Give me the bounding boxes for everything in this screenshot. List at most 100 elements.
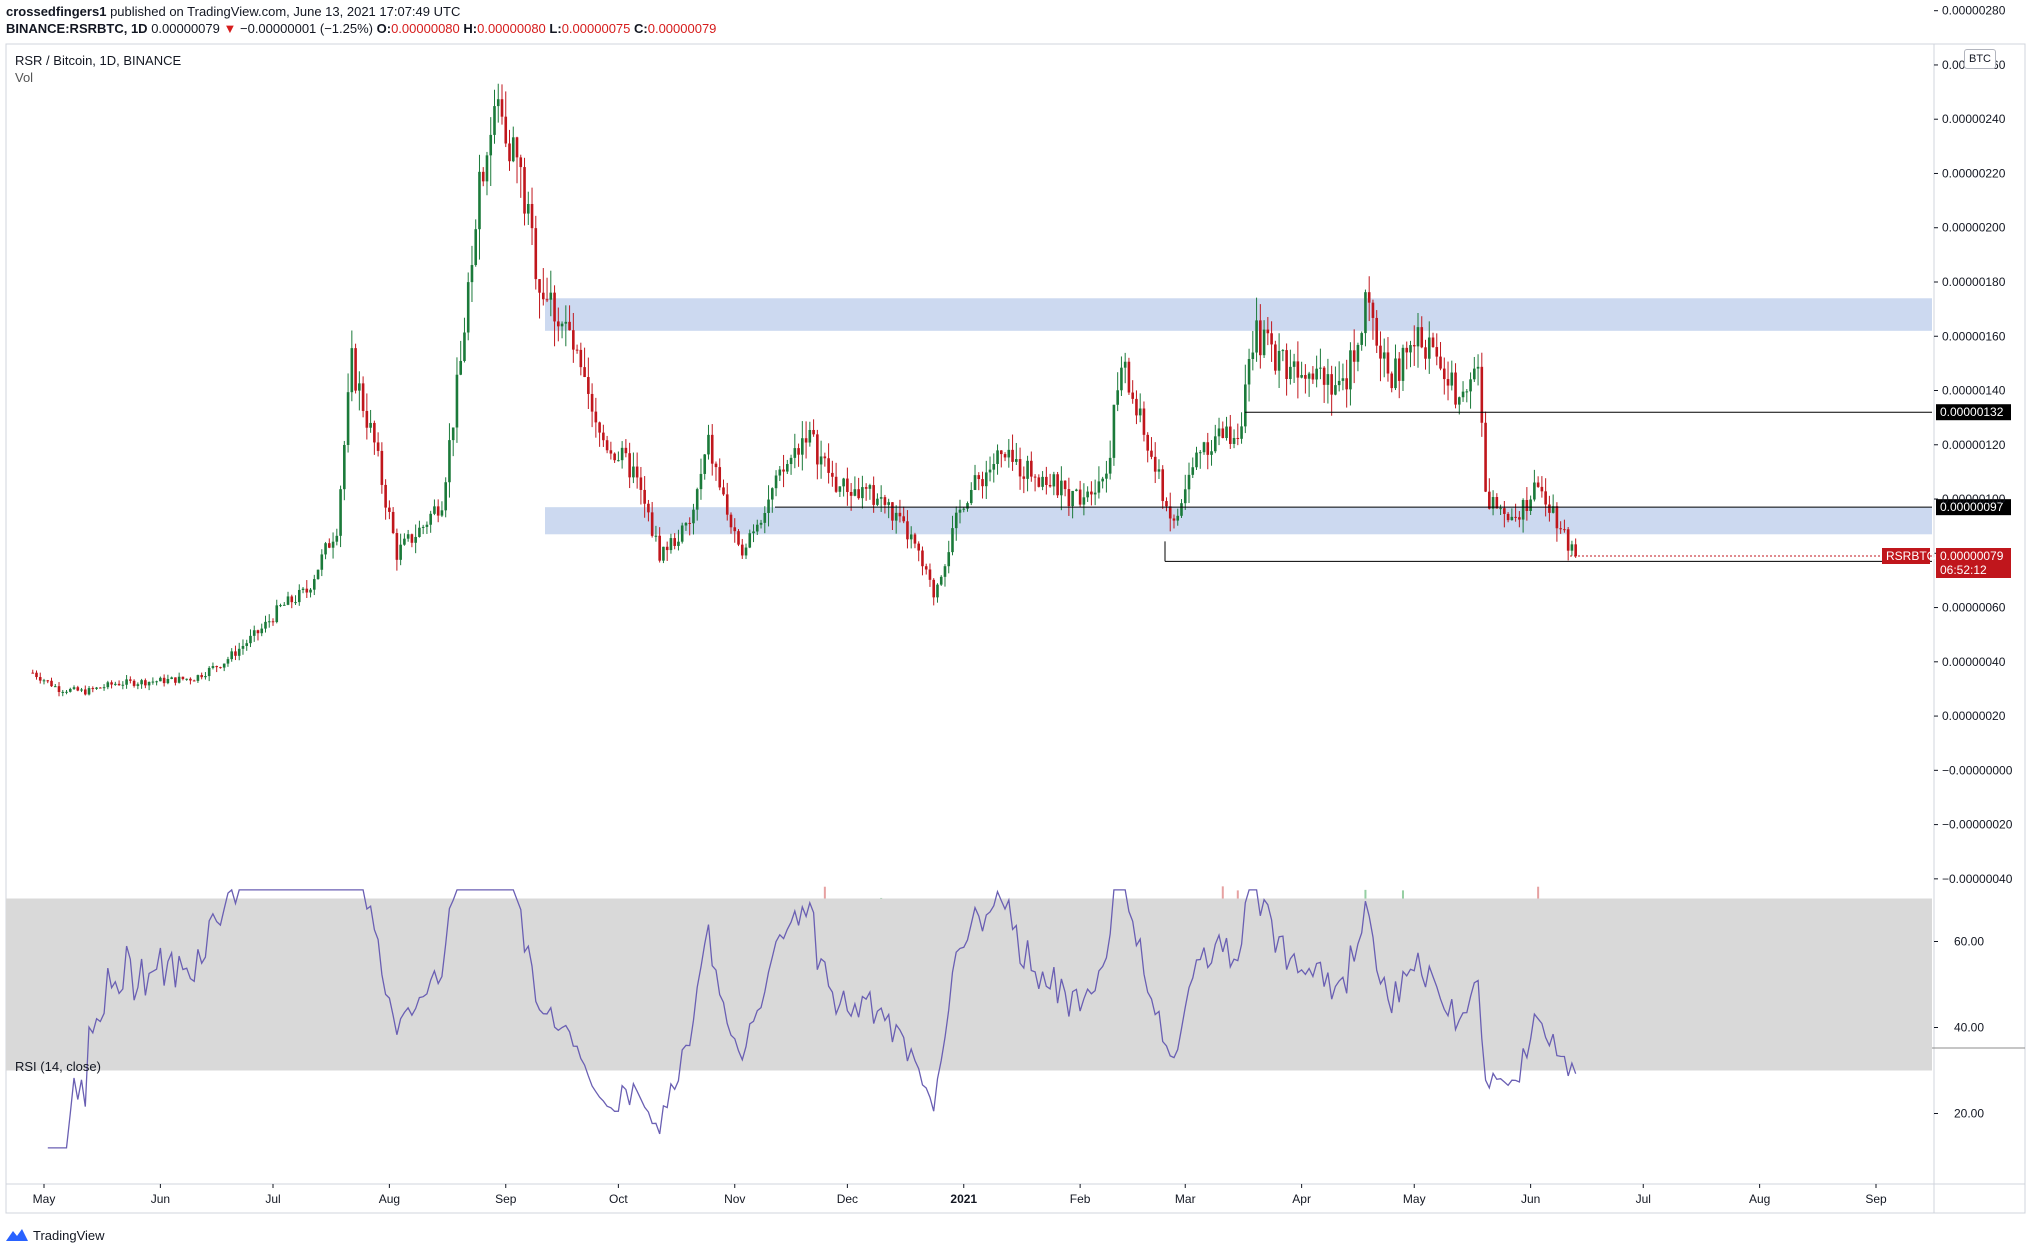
candle-body — [136, 684, 140, 686]
candle-body — [301, 588, 305, 590]
candle-body — [132, 680, 136, 686]
candle-body — [1120, 367, 1123, 391]
candle-body — [602, 432, 605, 441]
candle-body — [1176, 515, 1180, 521]
candle-body — [421, 526, 425, 528]
x-tick-label: Dec — [837, 1192, 858, 1206]
candle-body — [887, 502, 890, 505]
candle-body — [1116, 390, 1119, 405]
x-tick-label: Aug — [1749, 1192, 1770, 1206]
candle-body — [1195, 452, 1198, 468]
candle-body — [838, 486, 842, 492]
candle-body — [1427, 337, 1431, 359]
candle-body — [662, 546, 665, 561]
candle-body — [954, 512, 958, 529]
candle-body — [418, 527, 421, 537]
candle-body — [759, 522, 763, 525]
candle-body — [801, 438, 804, 455]
candle-body — [65, 691, 68, 693]
candle-body — [594, 411, 598, 423]
candle-body — [1213, 436, 1217, 452]
candle-body — [1244, 384, 1247, 427]
candle-body — [729, 514, 733, 528]
candle-body — [917, 543, 921, 551]
candle-body — [872, 485, 875, 505]
candle-body — [451, 427, 455, 441]
candle-body — [1551, 506, 1555, 513]
candle-body — [1304, 375, 1307, 379]
candle-body — [534, 228, 538, 280]
candle-body — [1202, 442, 1206, 453]
candle-body — [1439, 356, 1442, 369]
candle-body — [46, 680, 50, 682]
candle-body — [354, 348, 357, 391]
x-tick-label: Aug — [379, 1192, 400, 1206]
candle-body — [605, 440, 609, 451]
candle-body — [403, 538, 406, 545]
candle-body — [1491, 497, 1495, 509]
candle-body — [827, 458, 830, 473]
candle-body — [170, 677, 173, 679]
candle-body — [883, 497, 887, 505]
candle-body — [1232, 437, 1236, 444]
x-tick-label: Sep — [495, 1192, 517, 1206]
candle-body — [786, 464, 789, 472]
candle-body — [1191, 467, 1195, 475]
candle-body — [174, 677, 177, 683]
candle-body — [177, 676, 181, 683]
candle-body — [624, 447, 628, 454]
candle-body — [470, 265, 474, 283]
candle-body — [159, 677, 162, 682]
candle-body — [189, 678, 192, 681]
candle-body — [1157, 469, 1161, 472]
candle-body — [1424, 347, 1427, 359]
candle-body — [861, 487, 864, 499]
tradingview-logo[interactable]: TradingView — [6, 1225, 105, 1245]
candle-body — [83, 689, 87, 695]
x-tick-label: May — [1403, 1192, 1426, 1206]
candle-body — [106, 682, 110, 688]
candle-body — [1161, 469, 1165, 502]
candle-body — [703, 454, 707, 474]
candle-body — [196, 675, 200, 681]
candle-body — [1499, 508, 1502, 510]
candle-body — [1153, 456, 1157, 472]
header-author-line: crossedfingers1 published on TradingView… — [6, 4, 460, 20]
currency-badge[interactable]: BTC — [1964, 49, 1996, 69]
candle-body — [343, 444, 346, 490]
candle-body — [673, 538, 676, 546]
candle-body — [204, 676, 207, 678]
candle-body — [1450, 372, 1454, 386]
candle-body — [1075, 489, 1078, 491]
x-tick-label: Nov — [724, 1192, 745, 1206]
candle-body — [774, 475, 778, 489]
candle-body — [1563, 529, 1566, 531]
candle-body — [376, 442, 380, 451]
candle-body — [211, 666, 215, 668]
candle-body — [1525, 499, 1529, 511]
candles — [31, 83, 1577, 697]
candle-body — [53, 686, 57, 688]
candle-body — [936, 584, 939, 598]
candle-body — [590, 393, 594, 412]
candle-body — [1559, 528, 1562, 530]
candle-body — [669, 538, 673, 551]
candle-body — [155, 681, 158, 683]
candle-body — [973, 475, 977, 490]
low-value: 0.00000075 — [561, 21, 631, 36]
candle-body — [541, 292, 545, 300]
close-label: C: — [634, 21, 648, 36]
candle-body — [339, 489, 342, 536]
candle-body — [31, 672, 35, 674]
author-name[interactable]: crossedfingers1 — [6, 4, 107, 19]
candle-body — [962, 508, 966, 510]
candle-body — [1465, 391, 1469, 393]
candle-body — [125, 679, 128, 685]
candle-body — [1206, 442, 1210, 455]
candle-body — [275, 605, 279, 623]
candle-body — [511, 137, 515, 162]
candle-body — [485, 155, 489, 182]
candle-body — [1296, 361, 1300, 378]
candle-body — [684, 522, 688, 526]
